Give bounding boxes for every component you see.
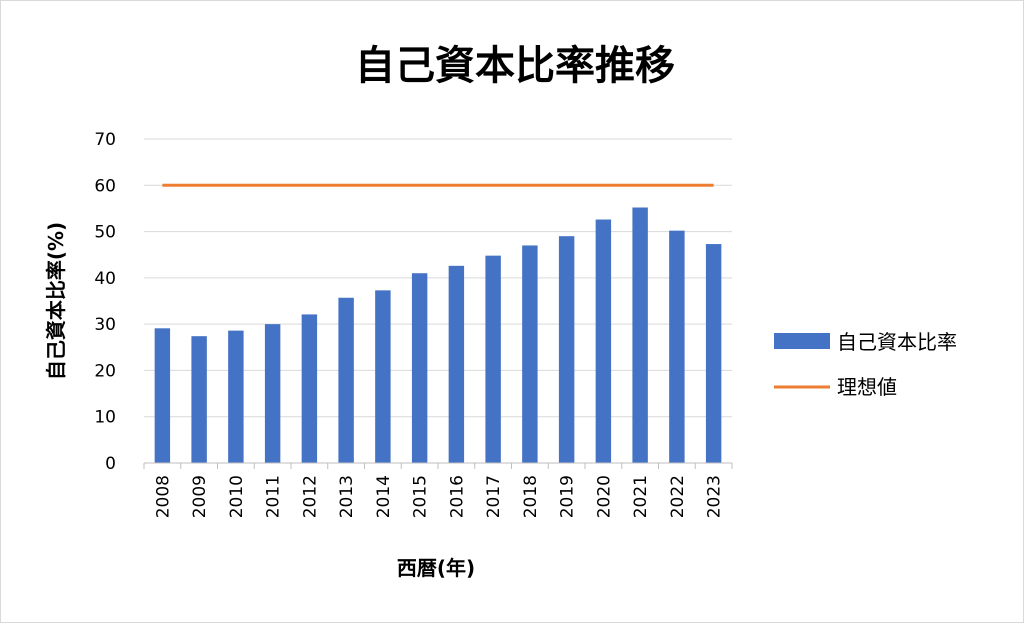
bar-2017 <box>485 255 501 463</box>
x-tick-label: 2010 <box>227 475 247 518</box>
bar-2021 <box>632 207 648 463</box>
y-tick-labels: 0 10 20 30 40 50 60 70 <box>94 130 116 474</box>
x-tick-label: 2021 <box>631 475 651 518</box>
y-tick-label: 40 <box>94 269 116 289</box>
y-tick-label: 70 <box>94 130 116 150</box>
y-axis-title: 自己資本比率(%) <box>44 222 68 380</box>
bar-2013 <box>338 297 354 463</box>
legend-swatch-bar <box>774 333 830 349</box>
bar-2019 <box>558 236 575 463</box>
x-tick-label: 2009 <box>190 475 210 518</box>
x-tick-label: 2017 <box>484 475 504 518</box>
x-tick-label: 2011 <box>264 475 284 518</box>
x-tick-label: 2022 <box>668 475 688 518</box>
bar-2010 <box>228 330 244 463</box>
bar-2012 <box>301 314 318 463</box>
y-tick-label: 10 <box>94 408 116 428</box>
bar-2009 <box>191 336 207 463</box>
legend-label-bar: 自己資本比率 <box>837 330 957 354</box>
chart-title: 自己資本比率推移 <box>355 43 675 89</box>
bar-series <box>154 207 722 463</box>
x-tick-label: 2019 <box>558 475 578 518</box>
bar-2016 <box>448 265 465 463</box>
bar-2022 <box>669 230 685 463</box>
bar-2023 <box>705 244 722 463</box>
y-tick-label: 20 <box>94 361 116 381</box>
x-tick-label: 2020 <box>594 475 614 518</box>
x-tick-label: 2014 <box>374 475 394 518</box>
x-tick-label: 2008 <box>153 475 173 518</box>
bar-2011 <box>264 324 281 463</box>
x-tick-label: 2013 <box>337 475 357 518</box>
x-tick-label: 2018 <box>521 475 541 518</box>
legend: 自己資本比率 理想値 <box>774 330 957 399</box>
legend-label-line: 理想値 <box>837 375 897 399</box>
bar-2014 <box>375 290 391 463</box>
x-tick-label: 2015 <box>411 475 431 518</box>
bar-2008 <box>154 328 171 463</box>
bar-2018 <box>522 245 538 463</box>
x-tick-label: 2023 <box>705 475 725 518</box>
axes <box>143 462 733 469</box>
bar-2020 <box>595 219 612 463</box>
x-tick-label: 2012 <box>300 475 320 518</box>
x-tick-label: 2016 <box>447 475 467 518</box>
x-axis-title: 西暦(年) <box>397 556 475 580</box>
bar-2015 <box>411 273 428 463</box>
x-tick-labels: 2008 2009 2010 2011 2012 2013 2014 2015 2016 2017… <box>153 475 724 518</box>
y-tick-label: 0 <box>105 454 116 474</box>
y-tick-label: 60 <box>94 176 116 196</box>
y-tick-label: 30 <box>94 315 116 335</box>
y-tick-label: 50 <box>94 223 116 243</box>
